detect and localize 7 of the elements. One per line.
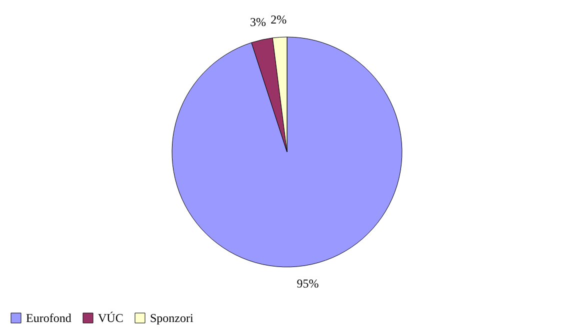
legend-label: Eurofond (26, 311, 72, 325)
data-label: 95% (296, 276, 319, 290)
data-label: 2% (270, 12, 287, 26)
data-label: 3% (250, 15, 266, 30)
legend-label: VÚC (98, 311, 124, 325)
pie-slice (172, 36, 402, 268)
legend-label: Sponzori (150, 311, 194, 325)
